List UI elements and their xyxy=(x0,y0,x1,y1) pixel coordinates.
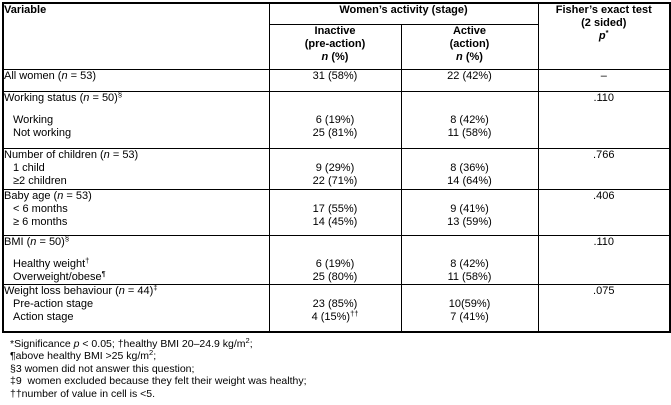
spacer xyxy=(270,237,400,250)
variable-cell: BMI (n = 50)§ Healthy weight† Overweight… xyxy=(2,235,270,285)
variable-cell: Number of children (n = 53) 1 child ≥2 c… xyxy=(2,148,270,190)
p-value-cell: .110 xyxy=(537,91,671,149)
sub-item: ≥2 children xyxy=(13,175,67,187)
spacer xyxy=(270,150,400,163)
fisher-header-line3: p* xyxy=(598,28,609,42)
sub-item: Not working xyxy=(13,127,72,139)
p-value-cell: .075 xyxy=(537,284,671,333)
value: 23 (85%) xyxy=(312,298,358,310)
value: 13 (59%) xyxy=(447,216,492,228)
value: 14 (45%) xyxy=(312,216,358,228)
group-label: Weight loss behaviour (n = 44)‡ xyxy=(4,284,158,297)
table-row-working-status: Working status (n = 50)§ Working Not wor… xyxy=(2,91,671,149)
col-header-variable: Variable xyxy=(2,2,270,70)
value: 11 (58%) xyxy=(447,127,492,139)
table-row-weight-loss-behaviour: Weight loss behaviour (n = 44)‡ Pre-acti… xyxy=(2,284,671,333)
sub-item: Healthy weight† xyxy=(13,256,90,270)
value: 14 (64%) xyxy=(447,175,492,187)
fisher-header-line1: Fisher’s exact test xyxy=(555,4,652,16)
table-row-all-women: All women (n = 53) 31 (58%) 22 (42%) – xyxy=(2,69,671,92)
fishers-exact-results-table: Variable Women’s activity (stage) Fisher… xyxy=(2,2,671,333)
group-label: BMI (n = 50)§ xyxy=(4,235,70,249)
active-cell: 8 (42%) 11 (58%) xyxy=(400,91,539,149)
sub-item: Action stage xyxy=(13,311,74,323)
active-cell: 8 (42%) 11 (58%) xyxy=(400,235,539,285)
value: 6 (19%) xyxy=(315,114,355,126)
variable-cell: Working status (n = 50)§ Working Not wor… xyxy=(2,91,270,149)
header-row-sub: Inactive (pre-action) n (%) Active (acti… xyxy=(3,24,670,70)
spacer xyxy=(402,150,537,163)
footnote-no-answer: §3 women did not answer this question; xyxy=(10,362,195,375)
table-row-bmi: BMI (n = 50)§ Healthy weight† Overweight… xyxy=(2,235,671,285)
spacer xyxy=(402,237,537,250)
value: 8 (36%) xyxy=(450,162,489,174)
inactive-cell: 9 (29%) 22 (71%) xyxy=(268,148,402,190)
sub-item: ≥ 6 months xyxy=(13,216,68,228)
value: 31 (58%) xyxy=(312,70,358,83)
inactive-cell: 31 (58%) xyxy=(268,69,402,92)
sub-item: Pre-action stage xyxy=(13,298,94,310)
value: 10(59%) xyxy=(448,298,491,310)
p-value-cell: .766 xyxy=(537,148,671,190)
col-header-active: Active (action) n (%) xyxy=(400,24,539,70)
col-header-fisher-test: Fisher’s exact test (2 sided) p* xyxy=(537,2,671,70)
inactive-cell: 17 (55%) 14 (45%) xyxy=(268,189,402,236)
p-value-cell: – xyxy=(537,69,671,92)
inactive-cell: 23 (85%) 4 (15%)†† xyxy=(268,284,402,333)
footnote-significance: *Significance p < 0.05; †healthy BMI 20–… xyxy=(10,336,253,350)
group-label: Working status (n = 50)§ xyxy=(4,91,123,105)
value: 11 (58%) xyxy=(447,271,492,283)
spacer xyxy=(402,285,537,298)
value: 7 (41%) xyxy=(450,311,489,323)
table-row-baby-age: Baby age (n = 53) < 6 months ≥ 6 months … xyxy=(2,189,671,236)
inactive-cell: 6 (19%) 25 (80%) xyxy=(268,235,402,285)
p-value-cell: .110 xyxy=(537,235,671,285)
value: 17 (55%) xyxy=(312,203,358,215)
footnote-above-healthy-bmi: ¶above healthy BMI >25 kg/m2; xyxy=(10,348,157,363)
table-row-number-of-children: Number of children (n = 53) 1 child ≥2 c… xyxy=(2,148,671,190)
footnote-excluded: ‡9 women excluded because they felt thei… xyxy=(10,375,307,388)
active-cell: 8 (36%) 14 (64%) xyxy=(400,148,539,190)
spacer xyxy=(402,191,537,204)
spacer xyxy=(270,93,400,106)
variable-cell: Weight loss behaviour (n = 44)‡ Pre-acti… xyxy=(2,284,270,333)
value: 8 (42%) xyxy=(450,114,489,126)
sub-item: < 6 months xyxy=(13,203,68,215)
value: 25 (81%) xyxy=(312,127,358,139)
value: 8 (42%) xyxy=(450,258,489,270)
value: 9 (29%) xyxy=(315,162,355,174)
active-cell: 10(59%) 7 (41%) xyxy=(400,284,539,333)
col-header-activity-group: Women’s activity (stage) xyxy=(268,2,539,25)
spacer xyxy=(270,285,400,298)
active-cell: 22 (42%) xyxy=(400,69,539,92)
fisher-header-line2: (2 sided) xyxy=(581,17,627,29)
footnotes: *Significance p < 0.05; †healthy BMI 20–… xyxy=(10,336,671,400)
spacer xyxy=(270,191,400,204)
group-label: All women (n = 53) xyxy=(4,70,97,83)
col-header-inactive: Inactive (pre-action) n (%) xyxy=(268,24,402,70)
footnote-cell-count: ††number of value in cell is <5. xyxy=(10,387,156,400)
group-label: Number of children (n = 53) xyxy=(4,149,139,162)
header-row-top: Variable Women’s activity (stage) Fisher… xyxy=(2,2,671,70)
p-value-cell: .406 xyxy=(537,189,671,236)
spacer xyxy=(402,93,537,106)
value: 25 (80%) xyxy=(312,271,358,283)
variable-cell: Baby age (n = 53) < 6 months ≥ 6 months xyxy=(2,189,270,236)
value: 9 (41%) xyxy=(450,203,489,215)
sub-item: Overweight/obese¶ xyxy=(13,269,106,283)
group-label: Baby age (n = 53) xyxy=(4,190,92,203)
value: 4 (15%)†† xyxy=(311,309,359,323)
value: 6 (19%) xyxy=(315,258,355,270)
value: 22 (42%) xyxy=(447,70,492,83)
sub-item: Working xyxy=(13,114,54,126)
variable-cell: All women (n = 53) xyxy=(2,69,270,92)
value: 22 (71%) xyxy=(312,175,358,187)
active-cell: 9 (41%) 13 (59%) xyxy=(400,189,539,236)
inactive-cell: 6 (19%) 25 (81%) xyxy=(268,91,402,149)
sub-item: 1 child xyxy=(13,162,45,174)
